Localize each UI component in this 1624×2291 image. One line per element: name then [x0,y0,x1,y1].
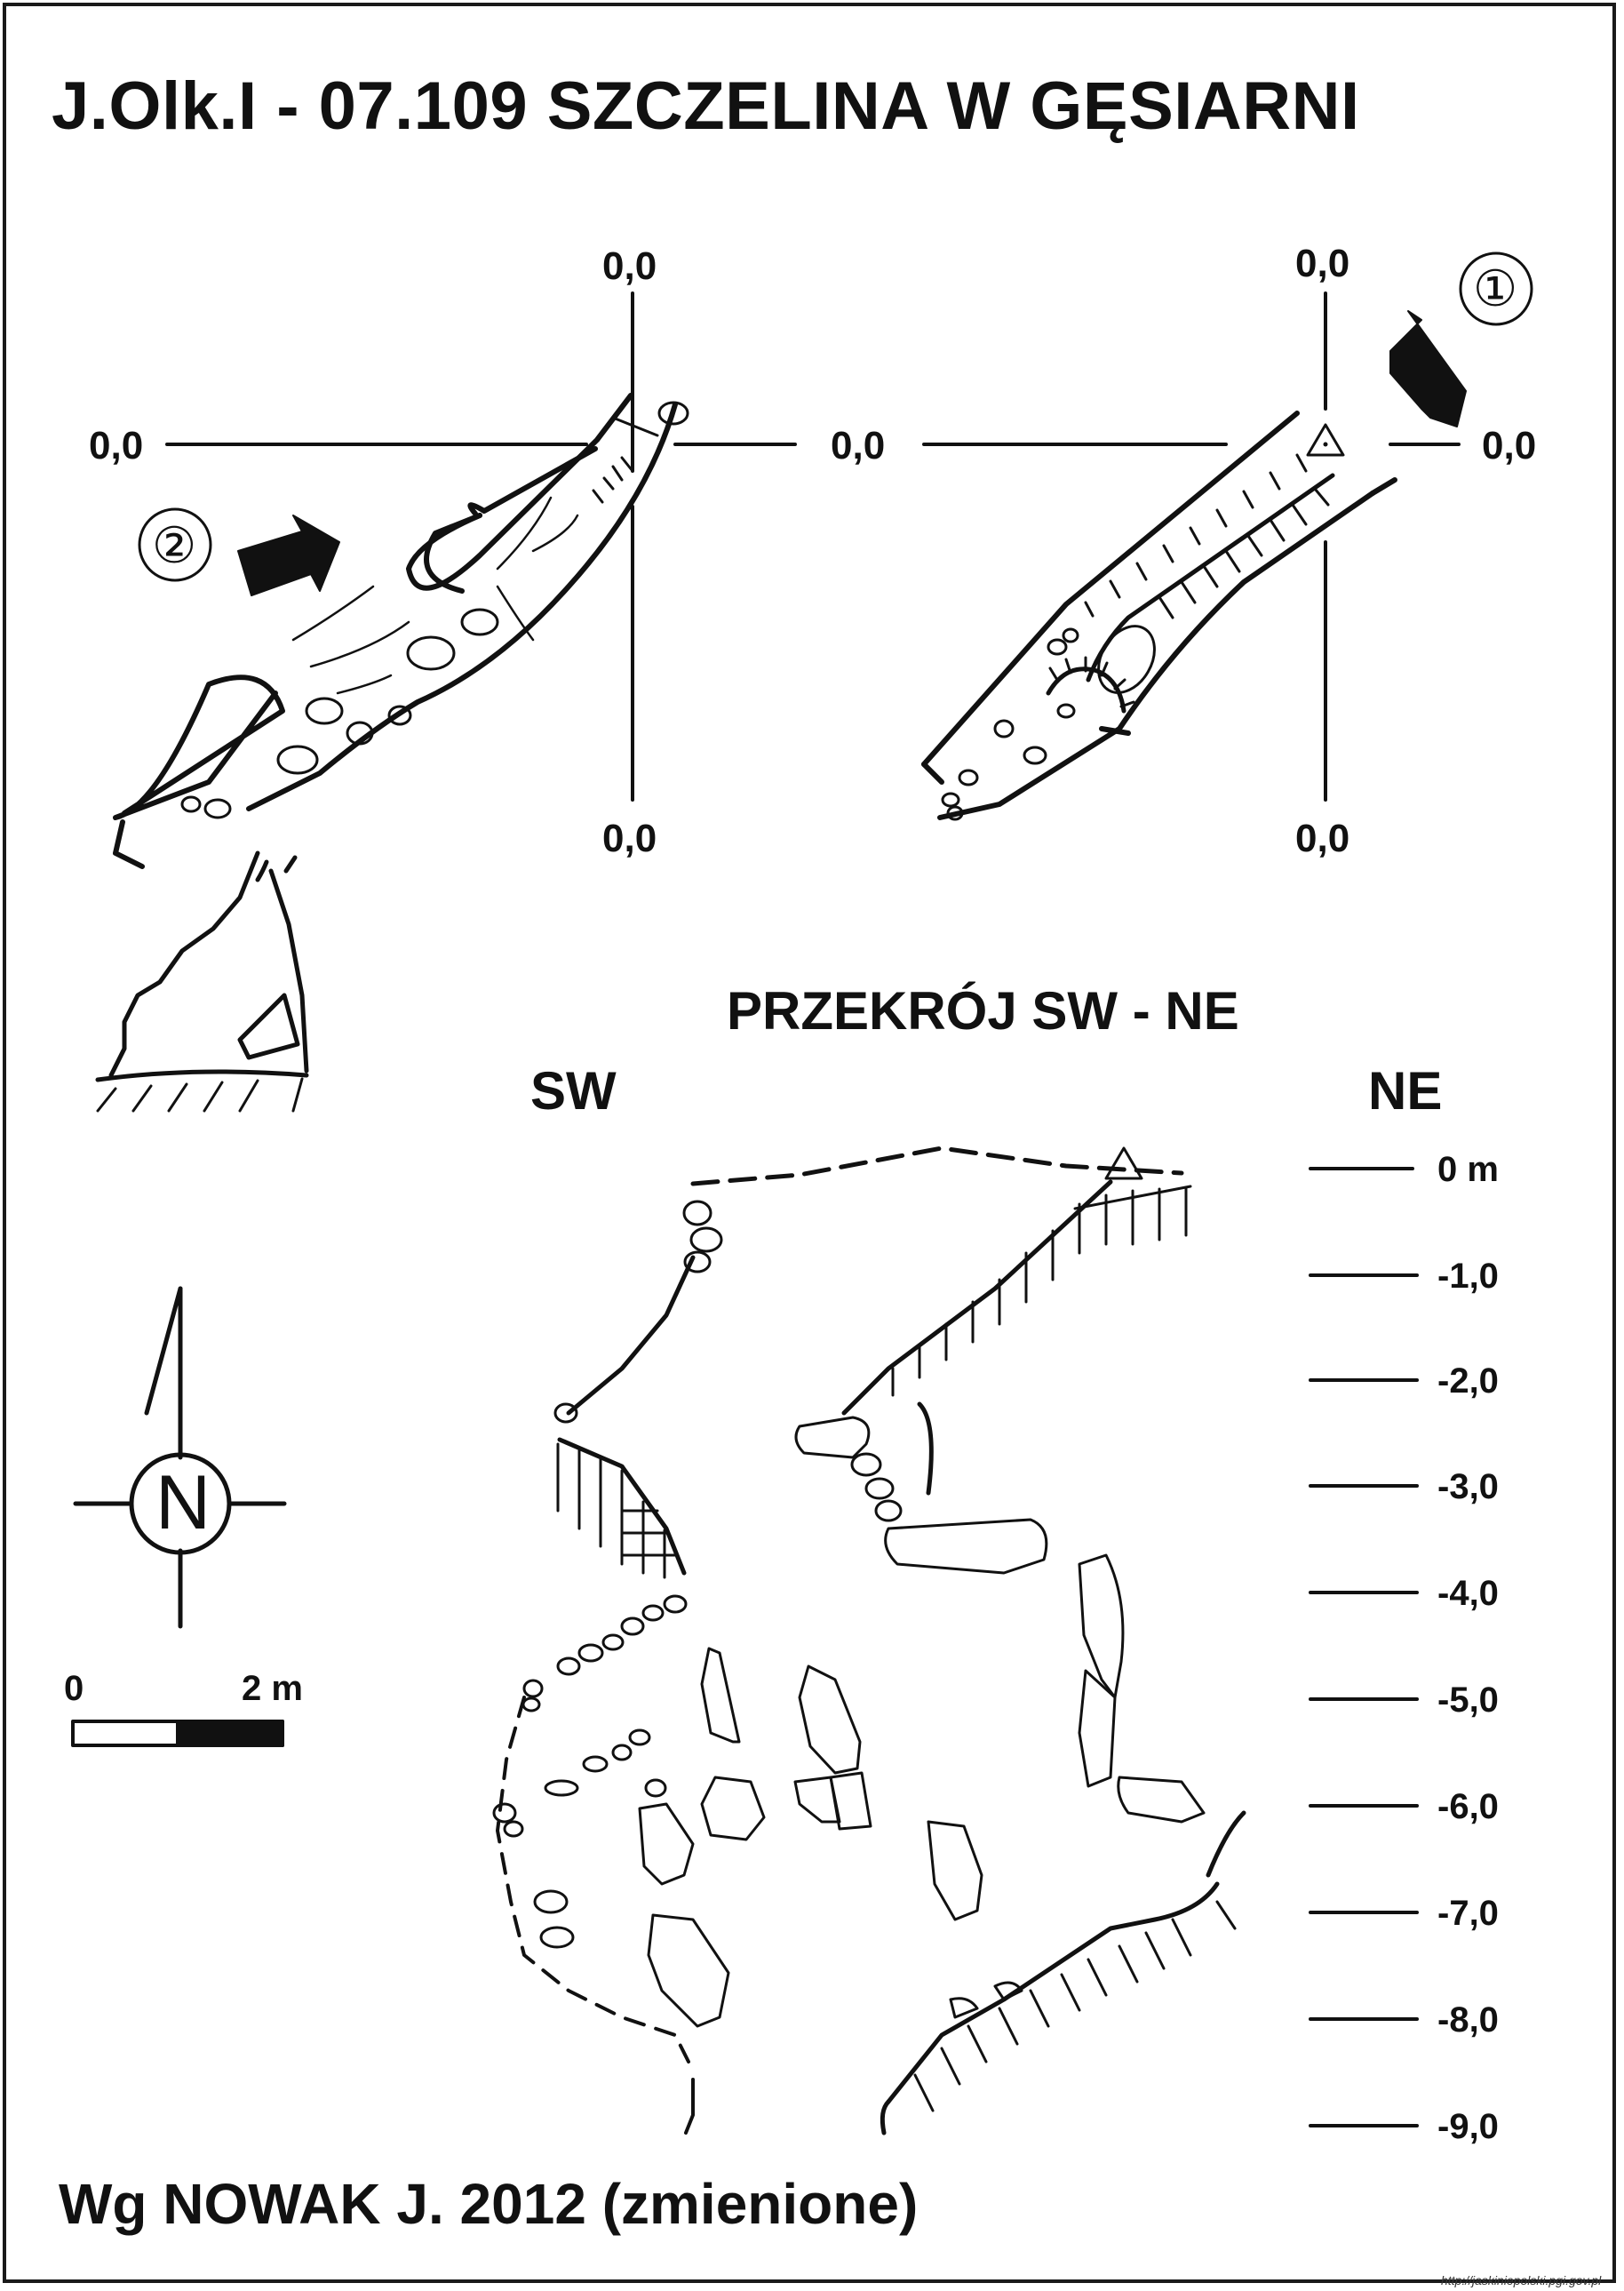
plan-right-datum-triangle [1306,423,1345,457]
section-boulders [638,1416,1206,2028]
plan-left-entrance-marker: ② [152,517,197,573]
section-sw-wall [557,1255,696,1576]
credit-line: Wg NOWAK J. 2012 (zmienione) [59,2172,919,2236]
plan-right-entrance-marker: ① [1473,260,1518,316]
plan-left-coord-bottom: 0,0 [602,817,657,860]
section-depth-ticks [1309,1167,1419,2127]
section-heading: PRZEKRÓJ SW - NE [727,981,1239,1041]
plan-left-passage [113,393,678,869]
section-sw-ne [492,1146,1419,2135]
section-label-ne: NE [1368,1061,1443,1121]
plan-left-coord-top: 0,0 [602,244,657,288]
depth-label: -5,0 [1437,1680,1499,1720]
depth-label: -9,0 [1437,2107,1499,2146]
plan-left-coord-left: 0,0 [89,424,144,467]
plan-right-coord-top: 0,0 [1295,242,1350,285]
scale-bar-end-label: 2 m [242,1669,303,1708]
depth-label: 0 m [1437,1150,1499,1189]
plan-right-passage [921,411,1397,820]
section-sw-dashed [496,1696,690,2063]
plan-left-shaft [95,850,309,1082]
source-url[interactable]: http://jaskiniepolski.pgi.gov.pl [1441,2273,1602,2287]
section-surface-dashed [690,1146,1184,1186]
plan-right-entrance-arrow [1389,310,1467,427]
plan-right-ticks [1084,453,1330,619]
plan-right-blocks [941,625,1156,821]
section-ne-hatch [891,1185,1192,1397]
section-ne-lower-hatch [913,1900,1237,2112]
entrance-marker-circles [138,251,1533,582]
section-sw-rubble [492,1200,723,1949]
north-arrow [73,1286,287,1629]
depth-label: -7,0 [1437,1894,1499,1933]
plan-right-arc-ticks [1048,656,1135,708]
scale-bar-start-label: 0 [64,1669,84,1708]
plan-left-hatch [592,416,659,504]
depth-label: -4,0 [1437,1574,1499,1613]
section-sw-hatch [556,1442,679,1579]
plan-left-shaft-hatch [96,1077,304,1113]
plan-left [95,291,797,1113]
plan-right-chamber-arc [1046,667,1126,714]
depth-label: -6,0 [1437,1787,1499,1826]
plan-left-blocks [180,401,689,819]
depth-label: -3,0 [1437,1467,1499,1506]
plan-right-axes [922,291,1461,802]
plan-left-interior-lines [291,496,579,695]
plan-left-axes [165,291,797,802]
plan-left-entrance-arrow [237,515,340,596]
plan-right-coord-right: 0,0 [1482,424,1537,467]
section-label-sw: SW [530,1061,617,1121]
plan-right-coord-bottom: 0,0 [1295,817,1350,860]
map-frame [3,3,1616,2283]
depth-label: -2,0 [1437,1361,1499,1401]
north-letter: N [155,1460,211,1545]
section-ne-wall [841,1179,1246,2135]
scale-bar [71,1720,284,1747]
section-datum-triangle [1104,1146,1143,1180]
plan-right [921,291,1467,821]
depth-label: -8,0 [1437,2000,1499,2040]
plan-right-coord-left: 0,0 [831,424,886,467]
map-title: J.Olk.I - 07.109 SZCZELINA W GĘSIARNI [52,68,1360,144]
depth-label: -1,0 [1437,1257,1499,1296]
